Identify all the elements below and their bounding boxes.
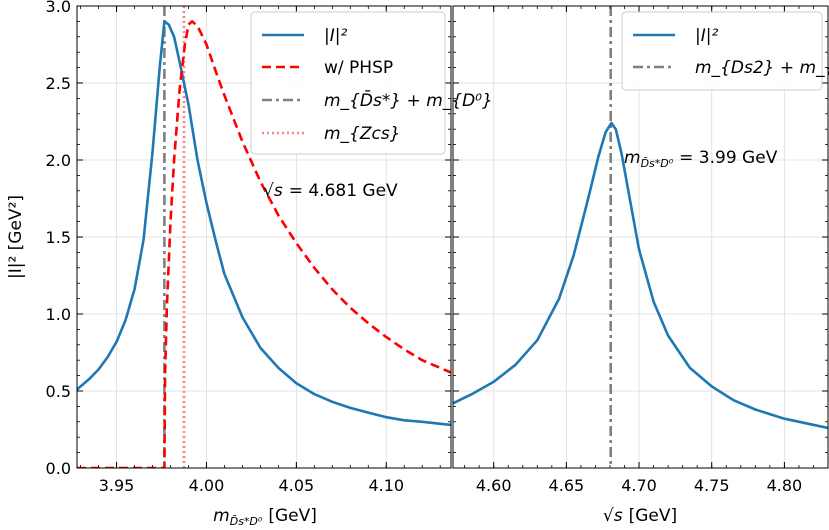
left-legend-label-phsp: w/ PHSP bbox=[324, 58, 393, 78]
left-ticks: 3.95 4.00 4.05 4.10 0.0 0.5 1.0 1.5 2.0 2.5 3.0 bbox=[46, 0, 451, 495]
right-annotation-value: = 3.99 GeV bbox=[679, 148, 778, 168]
left-annotation: √s = 4.681 GeV bbox=[263, 181, 398, 201]
right-legend-box bbox=[621, 11, 823, 91]
left-series-0 bbox=[77, 20, 451, 427]
left-y-tick-label: 3.0 bbox=[46, 0, 71, 16]
left-x-axis-title-unit: [GeV] bbox=[268, 506, 317, 526]
left-series-1 bbox=[77, 20, 451, 468]
left-legend-label-threshold: m_{D̄s*} + m_{D⁰} bbox=[324, 89, 493, 111]
right-x-tick-label: 4.70 bbox=[621, 476, 657, 495]
right-x-axis-title: √s [GeV] bbox=[603, 506, 677, 526]
left-y-tick-label: 2.5 bbox=[46, 74, 71, 93]
left-x-axis-title-sub: D̄s*D⁰ bbox=[230, 515, 263, 528]
right-ticks: 4.60 4.65 4.70 4.75 4.80 bbox=[453, 5, 829, 495]
left-legend: |I|² w/ PHSP m_{D̄s*} + m_{D⁰} m_{Zcs} bbox=[250, 11, 493, 155]
left-legend-label-zcs: m_{Zcs} bbox=[324, 124, 401, 144]
right-annotation: mD̄s*D⁰ = 3.99 GeV bbox=[624, 148, 778, 170]
right-legend: |I|² m_{Ds2} + m_{D̄s*} bbox=[621, 11, 829, 91]
right-series-0 bbox=[453, 121, 828, 430]
left-legend-box bbox=[250, 11, 446, 155]
right-x-axis-title-main: √s bbox=[603, 506, 623, 526]
left-y-tick-label: 0.5 bbox=[46, 382, 71, 401]
right-x-tick-label: 4.75 bbox=[694, 476, 730, 495]
left-y-tick-label: 1.5 bbox=[46, 228, 71, 247]
left-x-tick-label: 4.00 bbox=[189, 476, 225, 495]
left-x-tick-label: 4.05 bbox=[279, 476, 315, 495]
right-legend-label-intensity: |I|² bbox=[695, 26, 718, 46]
left-legend-label-intensity: |I|² bbox=[324, 26, 347, 46]
left-y-tick-label: 1.0 bbox=[46, 305, 71, 324]
right-x-tick-label: 4.60 bbox=[476, 476, 512, 495]
left-panel: 3.95 4.00 4.05 4.10 0.0 0.5 1.0 1.5 2.0 2.5 3.0 |I… bbox=[6, 0, 493, 528]
left-y-tick-label: 2.0 bbox=[46, 151, 71, 170]
left-x-tick-label: 4.10 bbox=[368, 476, 404, 495]
right-panel: 4.60 4.65 4.70 4.75 4.80 √s [GeV] mD̄s*D⁰ = 3.… bbox=[452, 5, 829, 526]
right-annotation-sub: D̄s*D⁰ bbox=[641, 157, 674, 170]
left-x-axis-title-main: m bbox=[213, 506, 230, 526]
right-x-tick-label: 4.65 bbox=[549, 476, 585, 495]
right-legend-label-threshold: m_{Ds2} + m_{D̄s*} bbox=[695, 56, 829, 78]
left-series bbox=[77, 20, 451, 468]
left-y-tick-label: 0.0 bbox=[46, 459, 71, 478]
right-annotation-prefix: m bbox=[624, 148, 641, 168]
right-x-axis-title-unit: [GeV] bbox=[629, 506, 678, 526]
y-axis-title: |I|² [GeV²] bbox=[6, 195, 26, 279]
left-x-tick-label: 3.95 bbox=[99, 476, 135, 495]
right-series bbox=[453, 121, 828, 430]
right-x-tick-label: 4.80 bbox=[767, 476, 803, 495]
left-annotation-value: = 4.681 GeV bbox=[289, 181, 398, 201]
left-annotation-prefix: √s bbox=[263, 181, 283, 201]
left-x-axis-title: mD̄s*D⁰ [GeV] bbox=[213, 506, 317, 528]
